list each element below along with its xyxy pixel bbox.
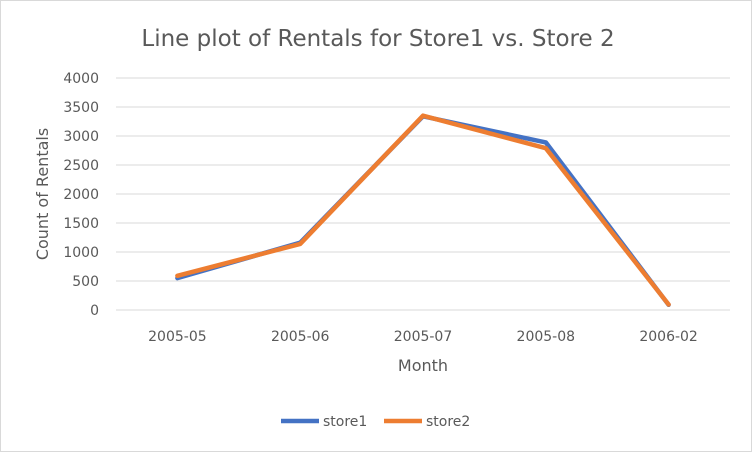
y-tick-label: 3000 [63, 129, 99, 145]
y-axis-ticks: 0 500 1000 1500 2000 2500 3000 3500 4000 [63, 71, 99, 319]
legend-label-store1: store1 [323, 414, 367, 430]
y-tick-label: 0 [90, 303, 99, 319]
y-tick-label: 2000 [63, 187, 99, 203]
x-tick-label: 2005-08 [517, 329, 576, 345]
legend-label-store2: store2 [426, 414, 470, 430]
x-tick-label: 2005-07 [394, 329, 453, 345]
y-tick-label: 4000 [63, 71, 99, 87]
y-tick-label: 500 [72, 274, 99, 290]
x-axis-title: Month [398, 356, 448, 375]
x-tick-label: 2006-02 [639, 329, 698, 345]
y-axis-title: Count of Rentals [33, 128, 52, 260]
y-tick-label: 1000 [63, 245, 99, 261]
x-tick-label: 2005-06 [271, 329, 330, 345]
series-line-store2 [175, 113, 671, 307]
x-tick-label: 2005-05 [148, 329, 207, 345]
y-tick-label: 3500 [63, 100, 99, 116]
series-lines [175, 113, 671, 308]
x-axis-ticks: 2005-05 2005-06 2005-07 2005-08 2006-02 [148, 329, 698, 345]
legend: store1 store2 [281, 414, 470, 430]
y-tick-label: 2500 [63, 158, 99, 174]
y-tick-label: 1500 [63, 216, 99, 232]
chart-title: Line plot of Rentals for Store1 vs. Stor… [141, 26, 614, 52]
gridlines [116, 77, 730, 311]
